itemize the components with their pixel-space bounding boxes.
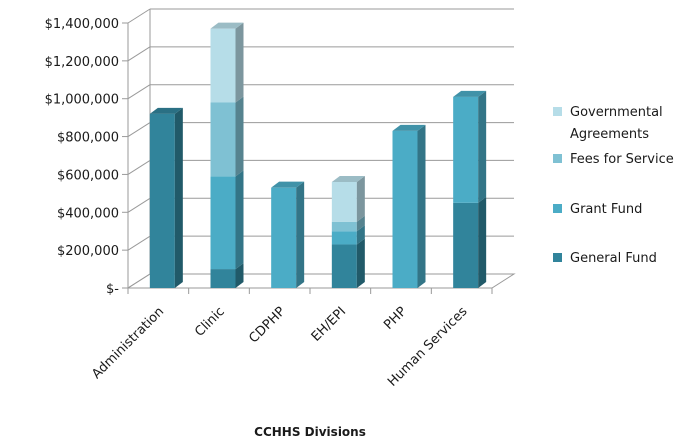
gridline-diagonal [127, 8, 151, 24]
y-tick-label: $200,000 [57, 244, 119, 259]
bars [149, 22, 487, 289]
legend-item: Grant Fund [553, 202, 642, 217]
bar-segment-side [235, 22, 244, 103]
bar-segment-side [478, 90, 487, 203]
x-tick-label: CDPHP [246, 304, 288, 346]
bar-segment-side [356, 176, 365, 222]
y-tick-label: $1,400,000 [45, 17, 119, 32]
bar-segment-top [149, 107, 183, 114]
gridline-diagonal [127, 84, 151, 100]
legend-swatch [553, 107, 562, 116]
bar-segment-top [453, 90, 487, 97]
bar-segment-side [235, 96, 244, 177]
legend: Governmental Agreements Fees for Service Gr… [553, 105, 674, 266]
bar-segment [331, 231, 357, 245]
legend-swatch [553, 253, 562, 262]
x-axis-title: CCHHS Divisions [254, 425, 366, 439]
bar-stack [149, 107, 183, 288]
gridline-diagonal [127, 46, 151, 62]
bar-segment [331, 182, 357, 222]
bar-segment [453, 96, 479, 203]
bar-segment-side [417, 124, 426, 289]
bar-segment [453, 202, 479, 288]
legend-item: Governmental Agreements [553, 105, 663, 142]
bar-segment-side [478, 196, 487, 288]
gridline-diagonal [127, 160, 151, 175]
y-axis-ticks: $- $200,000 $400,000 $600,000 $800,000 $1,000… [45, 17, 120, 297]
bar-segment [210, 269, 236, 288]
bar-segment-side [356, 215, 365, 232]
legend-item: Fees for Service [553, 152, 674, 167]
bar-segment-side [174, 107, 183, 288]
bar-stack [271, 181, 305, 288]
y-tick-label: $800,000 [57, 131, 119, 146]
gridline-diagonal [127, 197, 151, 213]
bar-stack [453, 90, 487, 288]
x-tick-label: Clinic [192, 304, 228, 340]
bar-segment-side [235, 170, 244, 270]
legend-item: General Fund [553, 251, 657, 266]
bar-segment [331, 221, 357, 232]
x-tick-label: Administration [89, 304, 167, 382]
legend-swatch [553, 204, 562, 213]
bar-segment [210, 28, 236, 103]
bar-segment-side [356, 238, 365, 288]
bar-stack [392, 124, 426, 289]
legend-label: General Fund [570, 251, 657, 266]
bar-stack [331, 176, 365, 288]
y-tick-label: $400,000 [57, 206, 119, 221]
x-tick-label: EH/EPI [309, 304, 349, 344]
bar-segment-side [296, 181, 305, 288]
bar-segment-side [356, 225, 365, 245]
bar-segment-top [392, 124, 426, 131]
y-tick-label: $- [106, 282, 119, 297]
legend-label: Agreements [570, 127, 649, 142]
y-tick-label: $1,000,000 [45, 93, 119, 108]
bar-segment [392, 130, 418, 288]
bar-segment [271, 187, 297, 288]
legend-swatch [553, 154, 562, 163]
bar-segment-top [331, 176, 365, 182]
bar-segment-top [210, 22, 244, 29]
bar-stack [210, 22, 244, 288]
x-tick-label: PHP [381, 304, 410, 333]
bar-segment [149, 113, 175, 288]
legend-label: Grant Fund [570, 202, 642, 217]
legend-label: Governmental [570, 105, 663, 120]
gridline-diagonal [127, 273, 151, 289]
x-axis-ticks: Administration Clinic CDPHP EH/EPI PHPHuman … [89, 304, 470, 390]
bar-segment [210, 176, 236, 270]
bar-segment [331, 244, 357, 288]
bar-segment-top [271, 181, 305, 188]
gridline-diagonal [127, 235, 151, 251]
y-tick-label: $600,000 [57, 168, 119, 183]
legend-label: Fees for Service [570, 152, 674, 167]
bar-segment-side [235, 263, 244, 288]
bar-segment [210, 102, 236, 177]
gridline-diagonal [127, 122, 151, 137]
y-tick-label: $1,200,000 [45, 55, 119, 70]
